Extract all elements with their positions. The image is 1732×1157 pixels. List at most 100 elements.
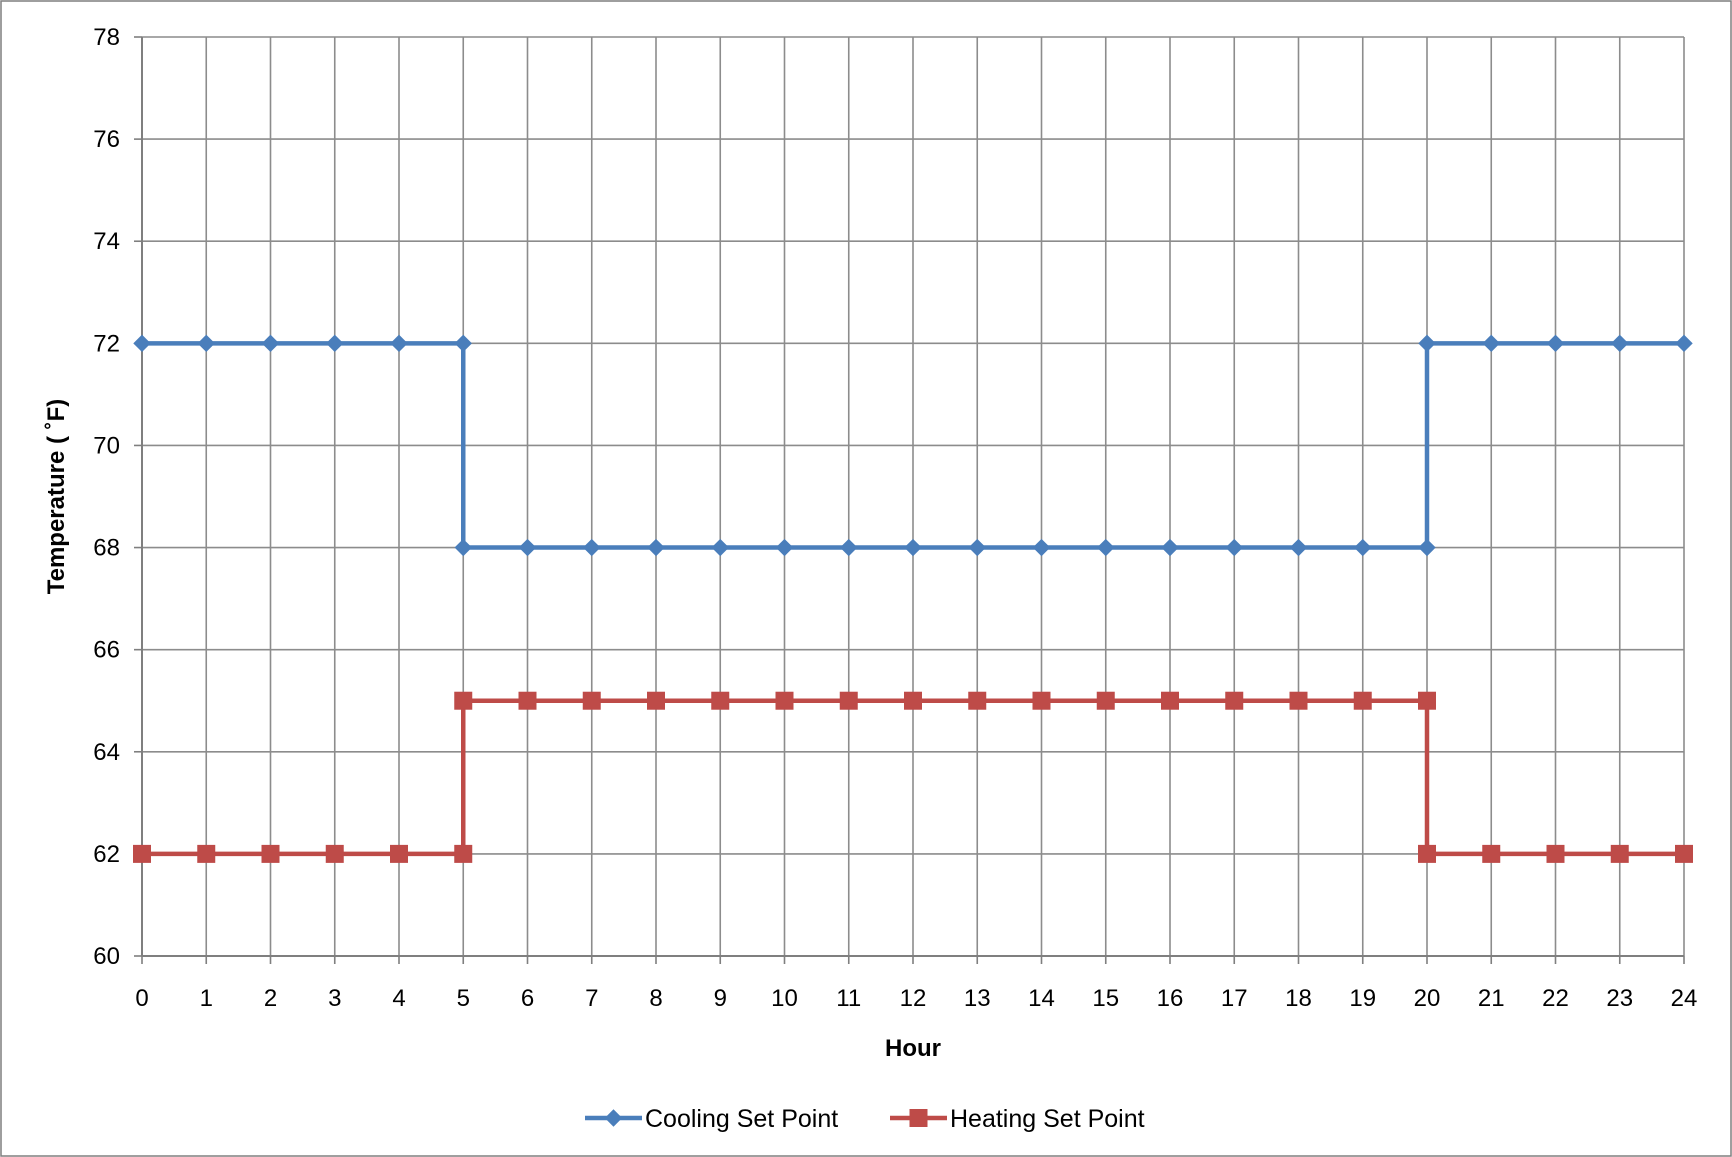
data-point (1161, 538, 1179, 557)
data-point (390, 334, 408, 353)
data-point (518, 538, 537, 557)
data-point (454, 538, 472, 557)
legend-marker (604, 1109, 623, 1127)
data-point (1225, 538, 1243, 557)
data-point (197, 334, 215, 353)
data-point (197, 844, 216, 863)
y-tick-label: 64 (93, 739, 120, 766)
x-axis-title: Hour (885, 1035, 941, 1062)
data-point (1418, 691, 1436, 710)
x-tick-label: 15 (1092, 985, 1119, 1012)
x-tick-label: 24 (1671, 985, 1698, 1012)
x-tick-label: 5 (457, 985, 470, 1012)
data-point (1032, 538, 1051, 557)
data-point (1096, 691, 1115, 710)
data-point (582, 691, 601, 710)
data-point (1611, 334, 1629, 353)
x-tick-label: 9 (714, 985, 727, 1012)
data-point (1289, 691, 1308, 710)
x-tick-label: 4 (392, 985, 405, 1012)
legend: Cooling Set Point Heating Set Point (585, 1105, 1145, 1133)
legend-marker (909, 1109, 928, 1127)
data-point (1353, 691, 1372, 710)
data-point (1546, 844, 1565, 863)
data-point (1289, 538, 1308, 557)
y-tick-label: 60 (93, 943, 120, 970)
data-point (1161, 691, 1179, 710)
x-tick-label: 3 (328, 985, 341, 1012)
y-tick-label: 68 (93, 535, 120, 562)
data-point (261, 334, 280, 353)
data-point (839, 691, 858, 710)
data-point (775, 691, 794, 710)
data-point (711, 691, 730, 710)
data-point (1418, 844, 1436, 863)
data-point (1482, 844, 1501, 863)
data-point (1225, 691, 1244, 710)
data-point (1546, 334, 1565, 353)
x-tick-label: 0 (135, 985, 148, 1012)
data-point (1418, 334, 1436, 353)
data-point (1097, 538, 1115, 557)
data-point (583, 538, 601, 557)
grid-layer (141, 36, 1685, 957)
y-tick-label: 76 (93, 126, 120, 153)
data-point (325, 844, 344, 863)
data-point (968, 691, 987, 710)
x-tick-label: 11 (836, 985, 861, 1012)
data-point (775, 538, 794, 557)
series-heating-set-point (133, 691, 1693, 863)
x-tick-label: 20 (1414, 985, 1441, 1012)
y-tick-label: 62 (93, 841, 120, 868)
data-point (1354, 538, 1372, 557)
x-tick-label: 2 (264, 985, 277, 1012)
data-point (647, 691, 665, 710)
data-point (840, 538, 858, 557)
data-point (133, 844, 151, 863)
data-point (904, 691, 922, 710)
x-tick-label: 13 (964, 985, 991, 1012)
data-point (133, 334, 151, 353)
data-point (454, 334, 472, 353)
x-tick-label: 6 (521, 985, 534, 1012)
x-tick-label: 14 (1028, 985, 1055, 1012)
data-point (1482, 334, 1500, 353)
x-tick-label: 18 (1285, 985, 1312, 1012)
data-point (454, 691, 473, 710)
legend-item: Cooling Set Point (585, 1105, 838, 1133)
x-tick-label: 17 (1221, 985, 1248, 1012)
data-point (1610, 844, 1629, 863)
x-tick-label: 19 (1349, 985, 1376, 1012)
data-point (518, 691, 537, 710)
y-tick-label: 70 (93, 432, 120, 459)
x-tick-label: 10 (771, 985, 798, 1012)
data-point (904, 538, 922, 557)
data-point (1675, 844, 1693, 863)
data-point (711, 538, 729, 557)
y-axis-title: Temperature ( ˚F) (43, 399, 70, 595)
legend-label: Heating Set Point (950, 1105, 1145, 1133)
x-tick-label: 7 (585, 985, 598, 1012)
data-point (1675, 334, 1693, 353)
legend-label: Cooling Set Point (645, 1105, 838, 1133)
y-tick-label: 72 (93, 330, 120, 357)
data-point (968, 538, 986, 557)
series-cooling-set-point (133, 334, 1693, 557)
y-tick-label: 74 (93, 228, 120, 255)
data-point (454, 844, 473, 863)
data-point (261, 844, 280, 863)
x-tick-label: 23 (1606, 985, 1633, 1012)
x-tick-label: 21 (1478, 985, 1505, 1012)
data-point (390, 844, 408, 863)
data-point (1032, 691, 1051, 710)
x-tick-label: 1 (200, 985, 213, 1012)
legend-item: Heating Set Point (890, 1105, 1145, 1133)
x-tick-label: 22 (1542, 985, 1569, 1012)
x-tick-label: 12 (900, 985, 927, 1012)
y-tick-label: 66 (93, 637, 120, 664)
x-tick-label: 16 (1157, 985, 1184, 1012)
data-point (326, 334, 344, 353)
